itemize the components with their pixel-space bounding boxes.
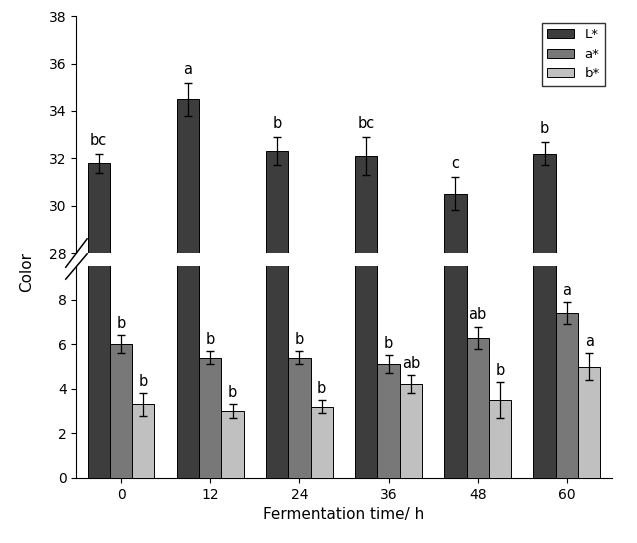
- Bar: [489, 400, 511, 478]
- Bar: [199, 358, 222, 478]
- Bar: [311, 407, 333, 478]
- Bar: [534, 154, 555, 543]
- Text: b: b: [384, 336, 393, 351]
- Text: b: b: [540, 121, 549, 136]
- Bar: [355, 156, 377, 543]
- Text: c: c: [452, 156, 459, 172]
- Text: b: b: [496, 363, 505, 378]
- Text: ab: ab: [469, 307, 487, 322]
- Text: b: b: [295, 332, 304, 346]
- Legend: L*, a*, b*: L*, a*, b*: [542, 23, 605, 86]
- Bar: [266, 151, 288, 543]
- Bar: [377, 364, 400, 478]
- Text: Color: Color: [19, 251, 34, 292]
- Bar: [534, 0, 555, 478]
- Bar: [444, 0, 466, 478]
- Text: a: a: [183, 62, 192, 77]
- Bar: [444, 194, 466, 543]
- Text: bc: bc: [357, 116, 375, 131]
- Text: ab: ab: [402, 356, 420, 371]
- Bar: [132, 405, 154, 478]
- Text: b: b: [317, 381, 326, 395]
- Bar: [555, 313, 578, 478]
- Bar: [578, 367, 600, 478]
- Text: b: b: [206, 332, 215, 346]
- Bar: [400, 384, 422, 478]
- X-axis label: Fermentation time/ h: Fermentation time/ h: [263, 507, 425, 522]
- Bar: [87, 163, 110, 543]
- Bar: [266, 0, 288, 478]
- Bar: [288, 358, 311, 478]
- Bar: [176, 0, 199, 478]
- Bar: [110, 344, 132, 478]
- Text: b: b: [117, 316, 125, 331]
- Bar: [222, 411, 243, 478]
- Bar: [87, 0, 110, 478]
- Text: bc: bc: [90, 132, 108, 148]
- Bar: [355, 0, 377, 478]
- Bar: [466, 338, 489, 478]
- Text: b: b: [273, 116, 282, 131]
- Bar: [176, 99, 199, 543]
- Text: b: b: [139, 374, 148, 389]
- Text: b: b: [228, 385, 237, 400]
- Text: a: a: [562, 282, 571, 298]
- Text: a: a: [585, 334, 594, 349]
